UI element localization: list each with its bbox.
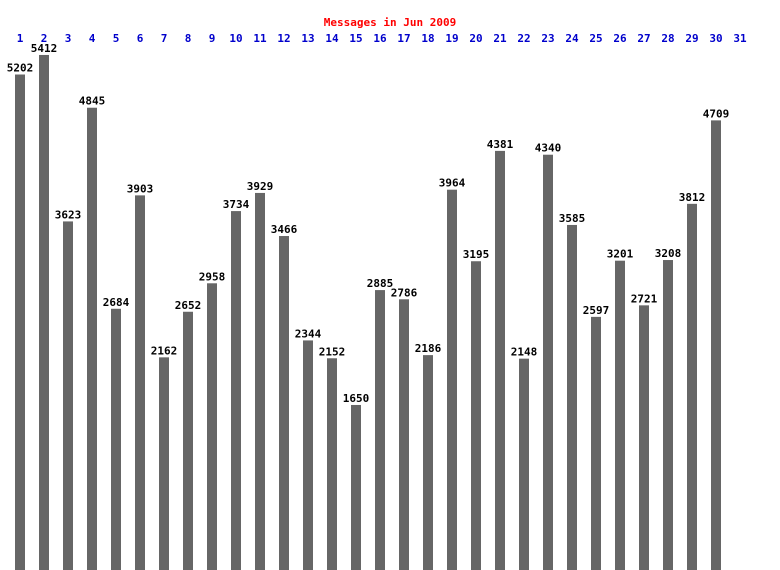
- x-tick-label: 22: [517, 32, 530, 45]
- value-label: 4381: [487, 138, 514, 151]
- value-label: 3903: [127, 182, 154, 195]
- value-label: 2786: [391, 286, 418, 299]
- x-tick-label: 31: [733, 32, 747, 45]
- chart-title: Messages in Jun 2009: [324, 16, 456, 29]
- bar: [159, 357, 169, 570]
- x-tick-label: 6: [137, 32, 144, 45]
- value-label: 3201: [607, 248, 634, 261]
- x-tick-label: 30: [709, 32, 722, 45]
- bar: [87, 107, 97, 570]
- bar: [351, 404, 361, 570]
- value-label: 3929: [247, 180, 274, 193]
- value-label: 2721: [631, 292, 658, 305]
- value-label: 2597: [583, 304, 610, 317]
- bar: [591, 316, 601, 570]
- value-label: 2162: [151, 344, 178, 357]
- value-label: 2186: [415, 342, 442, 355]
- x-tick-label: 1: [17, 32, 24, 45]
- value-label: 3585: [559, 212, 586, 225]
- x-tick-label: 7: [161, 32, 168, 45]
- value-label: 2684: [103, 296, 130, 309]
- bar: [63, 221, 73, 570]
- x-tick-label: 24: [565, 32, 579, 45]
- bar: [711, 120, 721, 570]
- value-label: 4340: [535, 142, 562, 155]
- bar: [39, 54, 49, 570]
- bar: [135, 195, 145, 570]
- x-tick-label: 25: [589, 32, 602, 45]
- x-tick-label: 9: [209, 32, 216, 45]
- value-label: 3964: [439, 177, 466, 190]
- value-label: 2152: [319, 345, 346, 358]
- x-tick-label: 14: [325, 32, 339, 45]
- bar: [327, 358, 337, 570]
- bar: [615, 260, 625, 570]
- x-tick-label: 2: [41, 32, 48, 45]
- x-tick-label: 10: [229, 32, 242, 45]
- x-tick-label: 11: [253, 32, 267, 45]
- value-label: 2344: [295, 327, 322, 340]
- value-label: 4845: [79, 95, 106, 108]
- x-tick-label: 12: [277, 32, 290, 45]
- value-label: 5202: [7, 62, 34, 75]
- bar: [447, 189, 457, 570]
- x-tick-label: 27: [637, 32, 650, 45]
- bar: [567, 224, 577, 570]
- bar: [231, 211, 241, 570]
- bar: [471, 261, 481, 570]
- x-tick-label: 20: [469, 32, 482, 45]
- bar: [279, 236, 289, 570]
- x-tick-label: 19: [445, 32, 458, 45]
- x-tick-label: 29: [685, 32, 698, 45]
- value-label: 2958: [199, 270, 226, 283]
- x-tick-label: 26: [613, 32, 627, 45]
- value-label: 2148: [511, 346, 538, 359]
- value-label: 3208: [655, 247, 682, 260]
- value-label: 2885: [367, 277, 394, 290]
- value-label: 3812: [679, 191, 706, 204]
- bar: [495, 150, 505, 570]
- value-label: 4709: [703, 107, 730, 120]
- value-label: 3195: [463, 248, 490, 261]
- x-tick-label: 15: [349, 32, 362, 45]
- bar: [543, 154, 553, 570]
- x-tick-label: 8: [185, 32, 192, 45]
- bar: [639, 305, 649, 570]
- value-label: 3466: [271, 223, 298, 236]
- bar: [399, 299, 409, 570]
- value-label: 1650: [343, 392, 370, 405]
- value-label: 3623: [55, 208, 82, 221]
- bar: [183, 311, 193, 570]
- x-tick-label: 21: [493, 32, 507, 45]
- bar: [423, 355, 433, 570]
- x-tick-label: 28: [661, 32, 674, 45]
- bar: [687, 203, 697, 570]
- bar: [111, 308, 121, 570]
- x-tick-label: 5: [113, 32, 120, 45]
- bar: [207, 283, 217, 570]
- x-tick-label: 23: [541, 32, 554, 45]
- x-tick-label: 4: [89, 32, 96, 45]
- x-tick-label: 16: [373, 32, 387, 45]
- x-tick-label: 17: [397, 32, 410, 45]
- x-tick-label: 3: [65, 32, 72, 45]
- bar: [519, 358, 529, 570]
- bar: [255, 192, 265, 570]
- x-tick-label: 18: [421, 32, 434, 45]
- bar: [375, 290, 385, 570]
- bar: [303, 340, 313, 570]
- bar: [15, 74, 25, 570]
- x-tick-label: 13: [301, 32, 314, 45]
- value-label: 5412: [31, 42, 58, 55]
- bar: [663, 260, 673, 570]
- value-label: 3734: [223, 198, 250, 211]
- value-label: 2652: [175, 299, 202, 312]
